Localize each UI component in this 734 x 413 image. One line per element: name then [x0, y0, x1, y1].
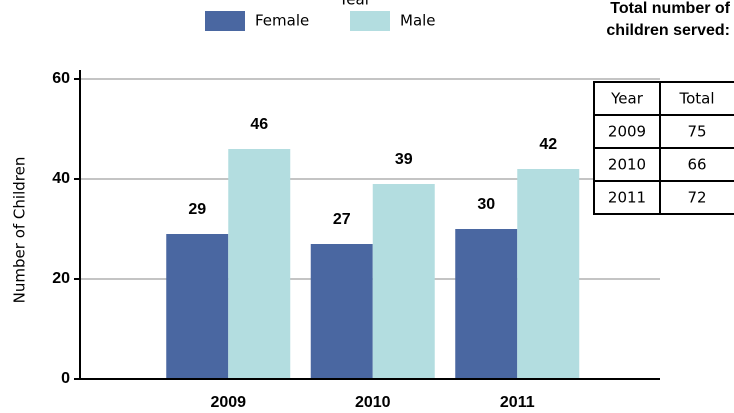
table-header: Total — [678, 90, 714, 108]
legend-swatch — [205, 11, 245, 31]
data-label: 27 — [333, 211, 351, 228]
table-cell: 72 — [687, 189, 706, 207]
legend-label: Female — [255, 12, 309, 30]
data-label: 42 — [539, 136, 557, 153]
bar — [455, 229, 518, 379]
y-tick-label: 0 — [61, 370, 70, 387]
table-cell: 66 — [687, 156, 706, 174]
x-tick-label: 2010 — [355, 394, 391, 411]
bar — [372, 184, 435, 379]
x-tick-label: 2009 — [210, 394, 246, 411]
table-cell: 2009 — [608, 123, 646, 141]
data-label: 39 — [395, 151, 413, 168]
legend-title: Year — [338, 0, 372, 9]
data-label: 30 — [477, 196, 495, 213]
y-axis-label: Number of Children — [11, 157, 29, 304]
table-title: Total number of — [610, 0, 730, 17]
data-label: 46 — [250, 116, 268, 133]
y-tick-label: 20 — [52, 270, 70, 287]
table-title: children served: — [606, 22, 730, 39]
bar — [166, 234, 229, 379]
plot-area: 0 20 40 60 Female Male 2009 29 46 2010 27 39 2011 30 4… — [52, 11, 660, 411]
bar — [517, 169, 580, 379]
table-cell: 2011 — [608, 189, 646, 207]
bar — [228, 149, 291, 379]
legend-label: Male — [400, 12, 436, 30]
table-cell: 75 — [687, 123, 706, 141]
totals-table: Total number of children served: Year To… — [593, 0, 734, 215]
table-header: Year — [610, 90, 644, 108]
y-tick-label: 40 — [52, 170, 70, 187]
y-tick-label: 60 — [52, 70, 70, 87]
data-label: 29 — [188, 201, 206, 218]
bar — [310, 244, 373, 379]
table-cell: 2010 — [608, 156, 646, 174]
x-tick-label: 2011 — [500, 394, 535, 411]
legend-swatch — [350, 11, 390, 31]
